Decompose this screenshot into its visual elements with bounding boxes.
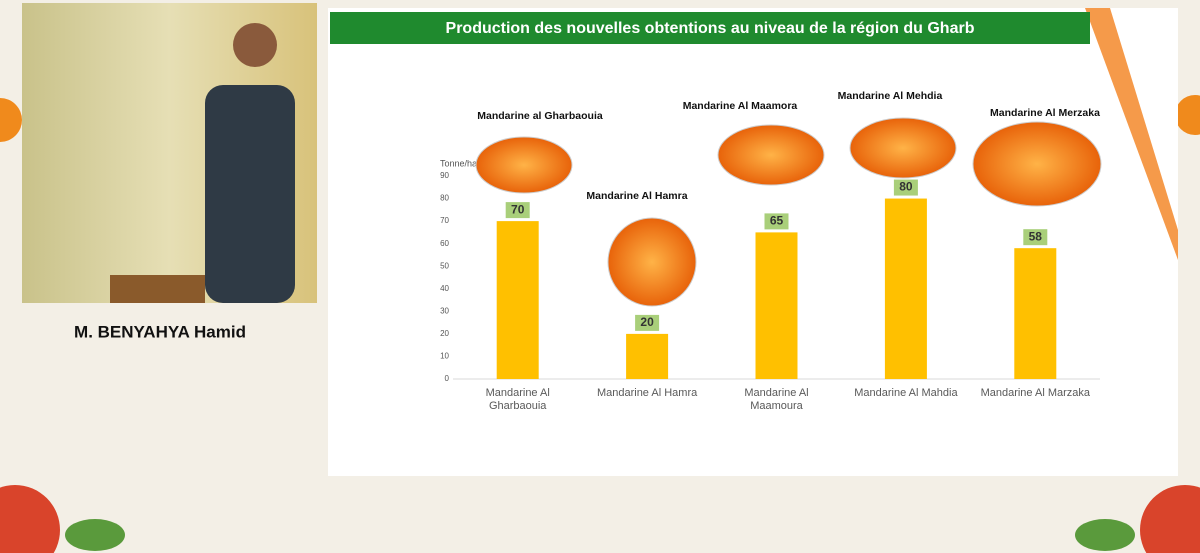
value-label: 70 xyxy=(511,202,525,216)
decor xyxy=(65,519,125,551)
value-label: 20 xyxy=(640,315,654,329)
photo-caption: Mandarine Al Mehdia xyxy=(838,90,943,102)
value-label: 65 xyxy=(770,214,784,228)
bar xyxy=(626,333,669,379)
value-label-box xyxy=(893,179,918,196)
y-tick-label: 0 xyxy=(445,374,450,383)
video-feed xyxy=(233,23,277,67)
photo-caption: Mandarine Al Merzaka xyxy=(990,107,1100,119)
decor xyxy=(1140,485,1200,553)
bar xyxy=(884,198,927,379)
x-tick-label: Mandarine Al Hamra xyxy=(596,387,698,399)
value-label-box xyxy=(505,202,530,219)
value-label-box xyxy=(1023,229,1048,246)
decor xyxy=(0,485,60,553)
y-axis-label: Tonne/ha xyxy=(440,158,477,168)
decor xyxy=(1085,8,1178,260)
video-feed xyxy=(110,275,205,303)
y-tick-label: 40 xyxy=(440,284,449,293)
y-tick-label: 20 xyxy=(440,329,449,338)
slide-header xyxy=(330,12,1090,44)
y-tick-label: 50 xyxy=(440,261,449,270)
video-feed xyxy=(205,85,295,303)
fruit-photo xyxy=(475,136,573,194)
y-tick-label: 90 xyxy=(440,171,449,180)
value-label-box xyxy=(764,213,789,230)
speaker-name: M. BENYAHYA Hamid xyxy=(74,322,246,341)
fruit-photo xyxy=(607,217,697,307)
y-tick-label: 70 xyxy=(440,216,449,225)
decor xyxy=(0,98,22,142)
photo-caption: Mandarine Al Hamra xyxy=(586,190,687,202)
bar xyxy=(1014,248,1057,379)
fruit-photo xyxy=(717,124,825,186)
value-label-box xyxy=(635,314,660,331)
bar xyxy=(755,232,798,379)
y-tick-label: 60 xyxy=(440,239,449,248)
value-label: 58 xyxy=(1029,229,1043,243)
fruit-photo xyxy=(972,121,1102,207)
x-tick-label: Mandarine Al Marzaka xyxy=(980,387,1091,399)
x-tick-label: Mandarine Al Gharbaouia xyxy=(485,387,550,412)
y-tick-label: 10 xyxy=(440,352,449,361)
photo-caption: Mandarine al Gharbaouia xyxy=(477,110,603,122)
chart-title: Production des nouvelles obtentions au n… xyxy=(446,20,975,37)
y-tick-label: 30 xyxy=(440,306,449,315)
x-tick-label: Mandarine Al Maamoura xyxy=(744,387,809,412)
y-tick-label: 80 xyxy=(440,194,449,203)
photo-caption: Mandarine Al Maamora xyxy=(683,100,798,112)
decor xyxy=(1175,95,1200,135)
fruit-photo xyxy=(849,117,957,179)
x-tick-label: Mandarine Al Mahdia xyxy=(854,387,958,399)
bar xyxy=(496,221,539,379)
decor xyxy=(1075,519,1135,551)
value-label: 80 xyxy=(899,180,913,194)
